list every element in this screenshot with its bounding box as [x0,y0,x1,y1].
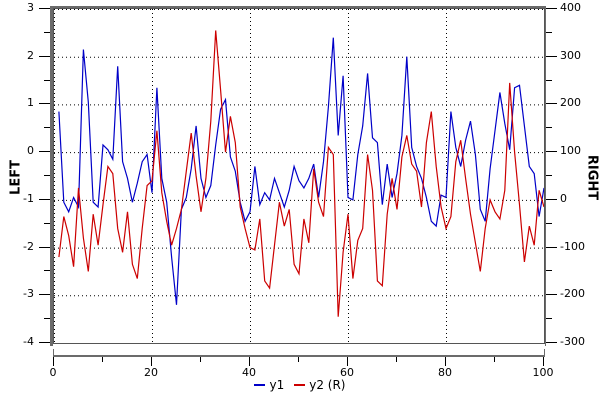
left-tick-label-2: 2 [27,48,34,62]
chart-legend: y1 y2 (R) [0,378,600,392]
left-tick-label-0: 0 [27,144,34,158]
x-tick-label-80: 80 [438,366,452,379]
x-tick-major-60 [347,357,348,366]
x-tick-minor [200,357,201,362]
legend-dash-icon-y1 [254,384,266,386]
x-tick-minor [396,357,397,362]
right-tick-minor [546,222,552,224]
x-tick-label-60: 60 [340,366,354,379]
right-tick-minor [546,270,552,272]
left-tick-label-3: 3 [27,1,34,14]
right-tick-label--300: -300 [560,335,585,348]
right-tick-label-100: 100 [560,144,581,158]
bottom-right-cap [544,349,545,357]
x-tick-label-40: 40 [242,366,256,379]
x-tick-major-100 [543,357,544,366]
left-tick-major-1 [39,103,50,105]
right-axis-spine [545,6,546,346]
left-tick-minor [44,31,50,33]
legend-entry-y1[interactable]: y1 [254,378,284,392]
right-tick-major--200 [546,294,557,296]
x-tick-minor [494,357,495,362]
legend-label-y1: y1 [269,378,285,392]
left-tick-major--4 [39,342,50,343]
bottom-axis-spine [53,355,545,357]
left-tick-minor [44,222,50,224]
series-path-y2r [58,30,544,317]
series-lines [58,30,544,317]
right-tick-label-0: 0 [560,191,567,205]
right-tick-major--300 [546,342,557,343]
legend-entry-y2[interactable]: y2 (R) [294,378,346,392]
right-tick-label-400: 400 [560,1,581,14]
right-tick-minor [546,79,552,81]
right-tick-major-300 [546,55,557,57]
x-tick-minor [102,357,103,362]
left-tick-label--2: -2 [23,239,34,253]
legend-label-y2: y2 (R) [309,378,346,392]
right-axis-title: RIGHT [584,154,600,201]
top-axis-spine [53,6,545,8]
left-tick-minor [44,270,50,272]
left-axis-title: LEFT [8,160,24,195]
left-tick-label-1: 1 [27,96,34,110]
right-tick-label-200: 200 [560,96,581,110]
right-tick-minor [546,318,552,320]
right-tick-major-0 [546,198,557,200]
left-tick-label--1: -1 [23,191,34,205]
right-tick-label--200: -200 [560,287,585,301]
x-tick-major-40 [249,357,250,366]
right-tick-minor [546,175,552,176]
right-tick-major-400 [546,8,557,9]
bottom-left-cap [53,349,54,357]
left-tick-major-3 [39,8,50,9]
left-tick-major--1 [39,198,50,200]
left-tick-label--4: -4 [23,335,34,348]
x-tick-major-20 [151,357,152,366]
left-tick-label--3: -3 [23,287,34,301]
left-tick-minor [44,79,50,81]
left-tick-minor [44,318,50,320]
left-tick-major--3 [39,294,50,296]
x-tick-major-80 [445,357,446,366]
x-tick-label-0: 0 [49,366,57,379]
series-path-y1 [58,37,544,305]
right-tick-minor [546,31,552,33]
x-tick-major-0 [53,357,54,366]
left-axis-spine [50,6,53,346]
x-tick-label-100: 100 [532,366,554,379]
plot-area [53,8,545,344]
legend-dash-icon-y2 [294,384,306,386]
x-tick-label-20: 20 [144,366,158,379]
right-tick-minor [546,127,552,129]
right-tick-label-300: 300 [560,48,581,62]
right-tick-major--100 [546,246,557,248]
left-tick-minor [44,127,50,129]
right-tick-major-100 [546,151,557,153]
left-tick-major-2 [39,55,50,57]
x-tick-minor [298,357,299,362]
left-tick-major--2 [39,246,50,248]
left-tick-minor [44,175,50,176]
left-tick-major-0 [39,151,50,153]
right-tick-major-200 [546,103,557,105]
right-tick-label--100: -100 [560,239,585,253]
